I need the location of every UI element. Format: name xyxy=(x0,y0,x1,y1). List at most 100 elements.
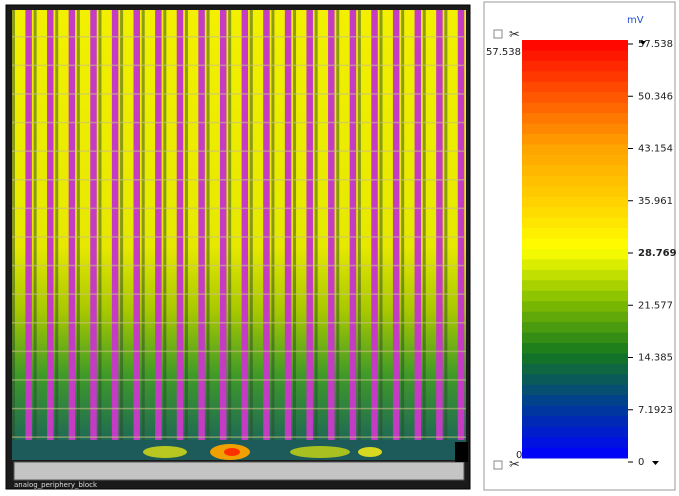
row-line xyxy=(12,408,466,410)
color-step xyxy=(522,155,628,166)
metal-rail xyxy=(285,10,291,440)
rail-gap xyxy=(358,10,361,440)
row-line xyxy=(12,265,466,267)
metal-rail xyxy=(242,10,248,440)
legend-tick-label: 21.577 xyxy=(638,300,673,311)
rail-gap xyxy=(77,10,80,440)
color-step xyxy=(522,395,628,406)
color-step xyxy=(522,218,628,229)
color-step xyxy=(522,249,628,260)
color-step xyxy=(522,385,628,396)
color-step xyxy=(522,322,628,333)
max-checkbox[interactable] xyxy=(494,30,502,38)
color-step xyxy=(522,259,628,270)
metal-rail xyxy=(198,10,204,440)
color-step xyxy=(522,437,628,448)
color-step xyxy=(522,61,628,72)
max-scissors[interactable]: ✂ xyxy=(509,28,520,43)
color-step xyxy=(522,134,628,145)
row-line xyxy=(12,36,466,38)
legend-tick-label: 0 xyxy=(638,457,644,468)
row-line xyxy=(12,93,466,95)
rail-gap xyxy=(271,10,274,440)
color-step xyxy=(522,50,628,61)
metal-rail xyxy=(458,10,464,440)
color-step xyxy=(522,82,628,93)
row-line xyxy=(12,293,466,295)
rail-gap xyxy=(185,10,188,440)
legend-unit: mV xyxy=(627,15,644,26)
rail-gap xyxy=(55,10,58,440)
color-step xyxy=(522,103,628,114)
heatmap xyxy=(12,10,466,440)
ir-drop-viewer: analog_periphery_block mV ✂ 57.538 ✂ 0 5… xyxy=(0,0,679,492)
row-line xyxy=(12,379,466,381)
max-label: 57.538 xyxy=(486,47,521,58)
color-step xyxy=(522,364,628,375)
metal-rail xyxy=(47,10,53,440)
rail-gap xyxy=(336,10,339,440)
row-line xyxy=(12,122,466,124)
color-step xyxy=(522,427,628,438)
color-step xyxy=(522,186,628,197)
rail-gap xyxy=(444,10,447,440)
row-line xyxy=(12,150,466,152)
metal-rail xyxy=(436,10,442,440)
metal-rail xyxy=(328,10,334,440)
rail-gap xyxy=(142,10,145,440)
legend-tick-label: 7.1923 xyxy=(638,405,673,416)
row-line xyxy=(12,436,466,438)
metal-rail xyxy=(371,10,377,440)
color-step xyxy=(522,176,628,187)
rail-gap xyxy=(380,10,383,440)
color-step xyxy=(522,40,628,51)
color-step xyxy=(522,145,628,156)
row-line xyxy=(12,208,466,210)
rail-gap xyxy=(98,10,101,440)
row-line xyxy=(12,351,466,353)
row-line xyxy=(12,322,466,324)
rail-gap xyxy=(207,10,210,440)
rail-gap xyxy=(120,10,123,440)
metal-rail xyxy=(90,10,96,440)
color-step xyxy=(522,113,628,124)
rail-gap xyxy=(401,10,404,440)
color-step xyxy=(522,374,628,385)
color-step xyxy=(522,270,628,281)
color-step xyxy=(522,228,628,239)
metal-rail xyxy=(177,10,183,440)
rail-gap xyxy=(12,10,15,440)
color-step xyxy=(522,406,628,417)
periphery-block xyxy=(14,462,464,480)
color-step xyxy=(522,124,628,135)
metal-rail xyxy=(220,10,226,440)
color-step xyxy=(522,301,628,312)
metal-rail xyxy=(133,10,139,440)
metal-rail xyxy=(25,10,31,440)
metal-rail xyxy=(263,10,269,440)
min-label: 0 xyxy=(516,450,522,461)
rail-gap xyxy=(163,10,166,440)
color-step xyxy=(522,448,628,459)
color-step xyxy=(522,416,628,427)
hotspot xyxy=(143,446,187,458)
legend-tick-label: 35.961 xyxy=(638,196,673,207)
hotspot xyxy=(358,447,382,457)
row-line xyxy=(12,236,466,238)
metal-rail xyxy=(415,10,421,440)
metal-rail xyxy=(306,10,312,440)
min-checkbox[interactable] xyxy=(494,461,502,469)
metal-rail xyxy=(155,10,161,440)
metal-rail xyxy=(393,10,399,440)
rail-gap xyxy=(34,10,37,440)
legend-tick-label: 28.769 xyxy=(638,248,677,259)
color-step xyxy=(522,343,628,354)
legend-tick-label: 14.385 xyxy=(638,353,673,364)
rail-gap xyxy=(315,10,318,440)
color-step xyxy=(522,333,628,344)
color-step xyxy=(522,239,628,250)
hotspot xyxy=(290,446,350,458)
color-step xyxy=(522,354,628,365)
metal-rail xyxy=(112,10,118,440)
rail-gap xyxy=(293,10,296,440)
